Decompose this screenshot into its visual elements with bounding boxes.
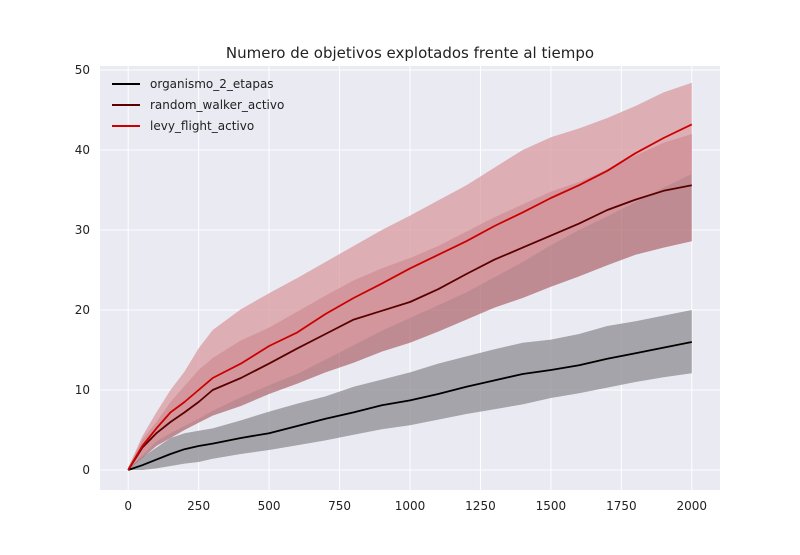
y-tick-label: 30 [75,223,90,237]
x-tick-label: 1500 [536,499,567,513]
legend-label: levy_flight_activo [150,119,254,133]
y-tick-label: 50 [75,63,90,77]
band-organismo-2-etapas [128,310,692,470]
x-tick-label: 250 [187,499,210,513]
legend-label: organismo_2_etapas [150,77,274,91]
y-tick-label: 10 [75,383,90,397]
x-tick-label: 2000 [677,499,708,513]
series-lines [127,123,693,471]
x-tick-label: 500 [258,499,281,513]
line-organismo-2-etapas [127,341,692,471]
x-tick-label: 1750 [606,499,637,513]
y-tick-label: 0 [82,463,90,477]
x-tick-label: 0 [124,499,132,513]
band-levy-flight-activo [128,82,692,471]
line-levy-flight-activo [127,123,693,471]
y-tick-label: 40 [75,143,90,157]
legend: organismo_2_etapas random_walker_activole… [112,77,284,133]
tick-labels: 0 250 500 750 1000 1250 1500 1750 2000 0 10 20 30 40 5… [75,63,707,513]
line-random-walker-activo [127,184,692,471]
chart-title: Numero de objetivos explotados frente al… [226,44,594,62]
x-tick-label: 1250 [465,499,496,513]
legend-label: random_walker_activo [150,98,284,112]
x-tick-label: 1000 [395,499,426,513]
y-tick-label: 20 [75,303,90,317]
x-tick-label: 750 [328,499,351,513]
